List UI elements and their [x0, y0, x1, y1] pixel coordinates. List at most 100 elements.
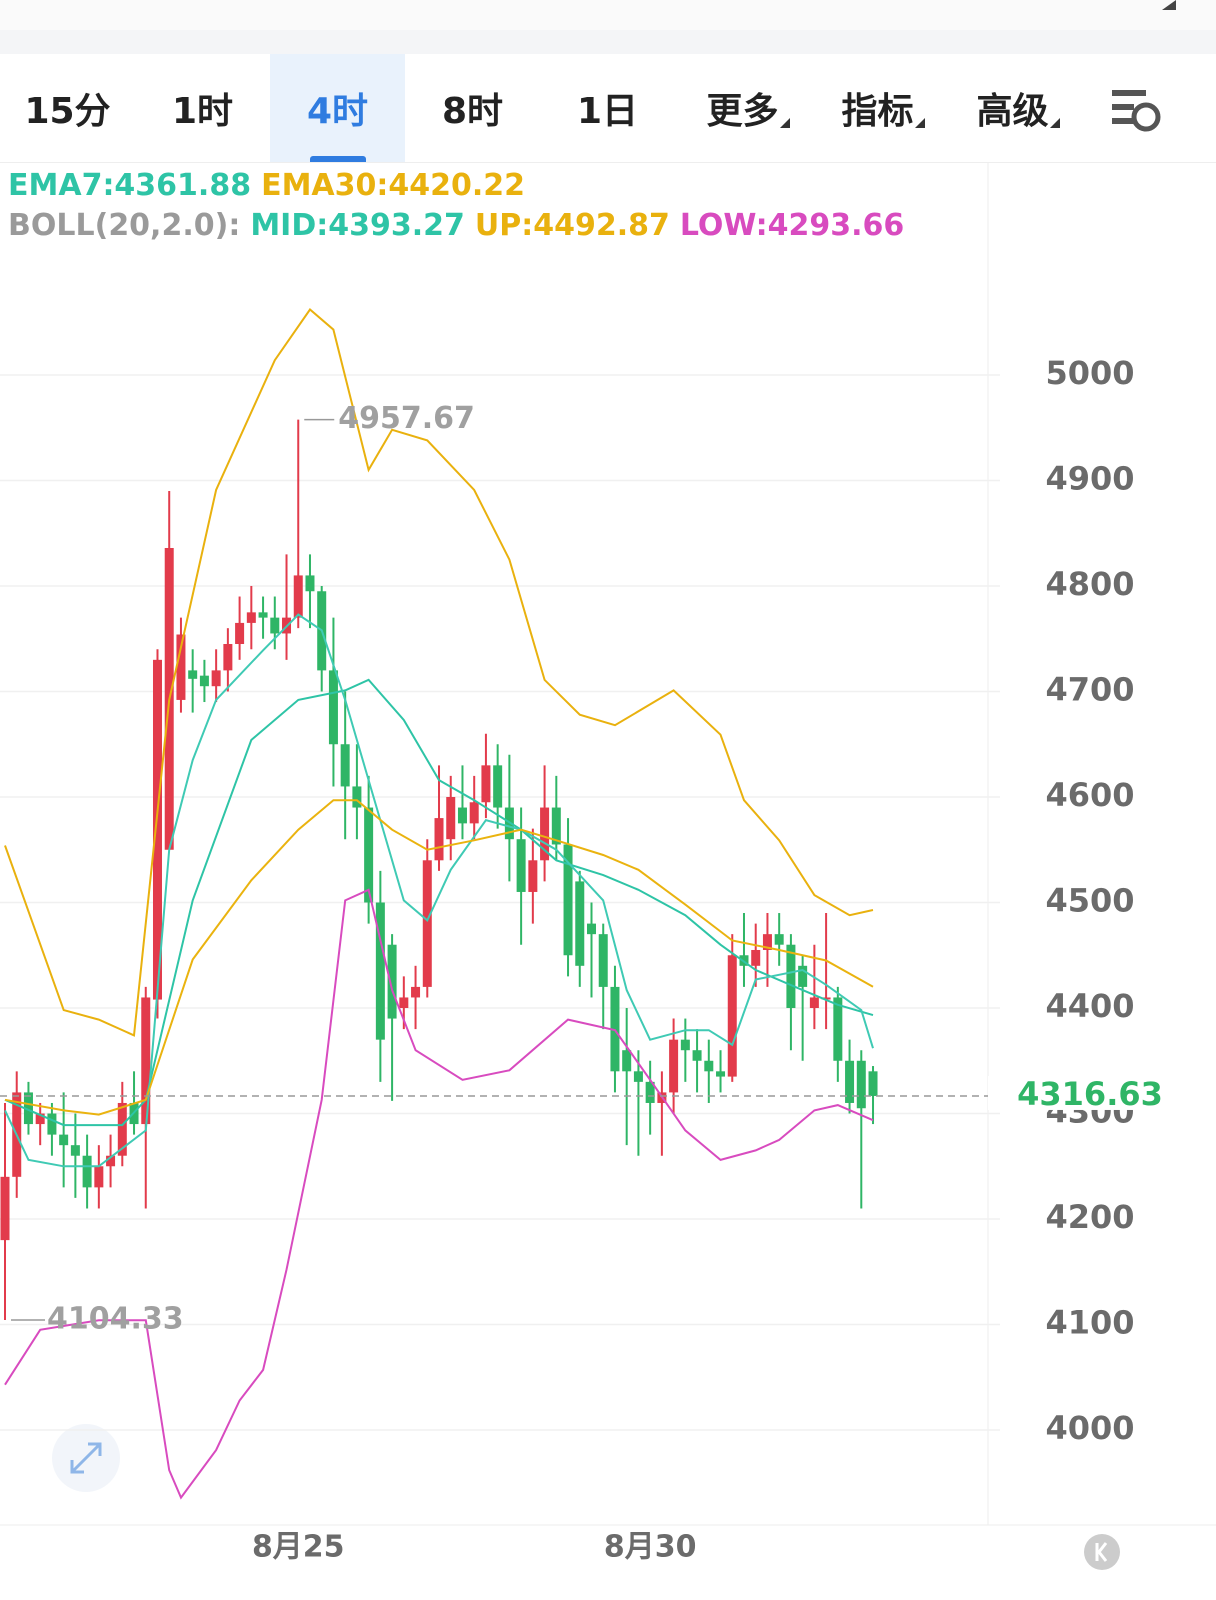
candle-body	[23, 1092, 33, 1125]
y-tick-label: 4800	[1045, 565, 1134, 603]
candle-body	[751, 949, 761, 966]
legend-item: EMA30:4420.22	[261, 168, 526, 203]
candle-body	[493, 765, 503, 808]
candle-body	[364, 807, 374, 903]
interval-tab[interactable]: 更多	[675, 54, 810, 162]
y-tick-label: 4600	[1045, 776, 1134, 814]
max-label: 4957.67	[338, 401, 475, 436]
candle-body	[633, 1071, 643, 1082]
indicator-legend: EMA7:4361.88 EMA30:4420.22 BOLL(20,2.0): MI…	[8, 166, 914, 246]
candle-body	[70, 1145, 80, 1156]
y-tick-label: 4500	[1045, 882, 1134, 920]
candles	[0, 419, 878, 1320]
indicator-line	[4, 613, 874, 1168]
candle-body	[223, 644, 233, 671]
y-tick-label: 5000	[1045, 354, 1134, 392]
y-tick-label: 4200	[1045, 1198, 1134, 1236]
candle-body	[516, 839, 526, 892]
settings-icon[interactable]	[1112, 90, 1161, 132]
candle-body	[563, 844, 573, 956]
indicator-line	[4, 678, 874, 1127]
candle-body	[540, 807, 550, 861]
candle-body	[774, 934, 784, 945]
y-tick-label: 4700	[1045, 670, 1134, 708]
candle-body	[598, 934, 608, 987]
last-price-tag	[988, 1075, 1216, 1110]
k-button[interactable]	[1084, 1534, 1120, 1570]
legend-row: EMA7:4361.88 EMA30:4420.22	[8, 166, 914, 206]
indicator-line	[4, 888, 874, 1500]
expand-button[interactable]	[52, 1424, 120, 1492]
y-tick-label: 4100	[1045, 1304, 1134, 1342]
candle-body	[845, 1060, 855, 1103]
candle-body	[176, 634, 186, 700]
candle-body	[833, 997, 843, 1061]
candle-body	[528, 860, 538, 892]
status-strip	[1200, 0, 1216, 10]
candle-body	[434, 818, 444, 861]
last-price-label: 4316.63	[1017, 1075, 1163, 1113]
candle-body	[399, 997, 409, 1009]
corner-mark	[1162, 0, 1176, 10]
interval-tab[interactable]: 指标	[810, 54, 945, 162]
interval-tab[interactable]: 15分	[24, 91, 111, 132]
grid	[0, 374, 1000, 1431]
candle-body	[152, 659, 162, 1000]
candle-body	[82, 1155, 92, 1188]
candle-body	[446, 796, 456, 840]
candle-body	[716, 1071, 726, 1077]
candle-body	[704, 1060, 714, 1072]
candle-body	[798, 965, 808, 987]
candle-body	[821, 997, 831, 1000]
candle-body	[868, 1071, 878, 1096]
x-tick-label: 8月25	[252, 1530, 345, 1565]
interval-tab[interactable]: 高级	[945, 54, 1080, 162]
candle-body	[856, 1060, 866, 1109]
candle-body	[258, 612, 268, 618]
candle-body	[669, 1039, 679, 1093]
min-label: 4104.33	[47, 1301, 184, 1336]
interval-tabs: 15分 1时 4时 8时 1日 更多 指标 高级	[0, 54, 1216, 163]
candle-body	[809, 997, 819, 1009]
y-tick-label: 4900	[1045, 459, 1134, 497]
candle-body	[575, 881, 585, 966]
candle-body	[481, 765, 491, 803]
interval-tab[interactable]: 8时	[441, 91, 504, 132]
candle-body	[786, 944, 796, 1009]
legend-item: UP:4492.87	[474, 208, 670, 243]
indicator-line	[4, 799, 874, 1116]
candle-body	[328, 670, 338, 745]
y-tick-label: 4400	[1045, 987, 1134, 1025]
interval-tab[interactable]: 4时	[270, 54, 405, 162]
indicator-line	[4, 308, 874, 1037]
candle-body	[387, 944, 397, 1019]
interval-tab[interactable]: 1日	[576, 91, 639, 132]
candle-body	[141, 997, 151, 1125]
x-tick-label: 8月30	[604, 1530, 697, 1565]
candle-body	[59, 1134, 69, 1146]
candle-body	[235, 622, 245, 645]
candle-body	[35, 1113, 45, 1125]
interval-tab[interactable]: 1时	[171, 91, 234, 132]
candle-body	[246, 612, 256, 623]
legend-item: MID:4393.27	[250, 208, 465, 243]
candle-body	[199, 675, 209, 687]
candle-body	[0, 1176, 10, 1241]
candle-body	[469, 802, 479, 824]
candle-body	[270, 617, 280, 634]
candle-body	[375, 902, 385, 1040]
candle-body	[680, 1039, 690, 1051]
legend-row: BOLL(20,2.0): MID:4393.27 UP:4492.87 LOW:42…	[8, 206, 914, 246]
candle-body	[94, 1166, 104, 1188]
candle-body	[305, 575, 315, 592]
candle-body	[551, 807, 561, 845]
legend-item: EMA7:4361.88	[8, 168, 252, 203]
candle-body	[457, 807, 467, 824]
status-bar	[0, 0, 1216, 30]
candle-body	[106, 1155, 116, 1167]
candle-body	[762, 934, 772, 950]
candle-body	[692, 1050, 702, 1061]
candle-body	[422, 860, 432, 987]
